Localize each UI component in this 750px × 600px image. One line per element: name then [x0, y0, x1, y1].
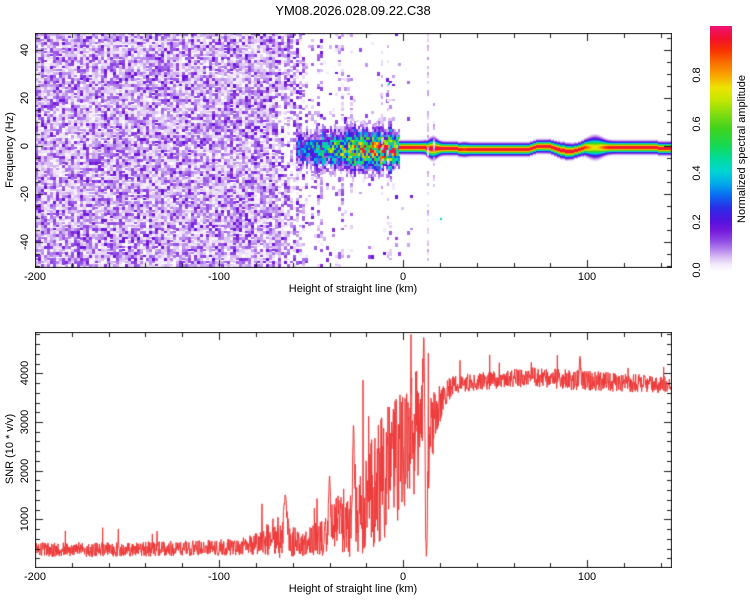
snr-xtick-label: -200	[23, 571, 47, 583]
snr-ytick-label: 3000	[19, 409, 31, 435]
colorbar-tick-label: 0.2	[691, 214, 703, 230]
snr-x-axis-label: Height of straight line (km)	[288, 583, 418, 595]
snr-canvas	[35, 332, 672, 568]
spectrogram-xtick-label: 0	[399, 271, 407, 283]
spectrogram-ytick-label: 0	[19, 142, 31, 150]
spectrogram-y-axis-label: Frequency (Hz)	[4, 112, 16, 188]
colorbar-tick-label: 0.4	[691, 165, 703, 181]
spectrogram-canvas	[35, 33, 672, 268]
snr-ytick-label: 4000	[19, 360, 31, 386]
snr-ytick-label: 2000	[19, 458, 31, 484]
colorbar-axis-label: Normalized spectral amplitude	[736, 75, 748, 223]
snr-y-axis-label: SNR (10 * v/v)	[4, 413, 16, 485]
colorbar-tick-label: 0.0	[691, 262, 703, 278]
spectrogram-ytick-label: 40	[19, 43, 31, 57]
colorbar-tick-label: 0.6	[691, 116, 703, 132]
figure-title: YM08.2026.028.09.22.C38	[275, 3, 431, 18]
snr-xtick-label: 100	[577, 571, 597, 583]
spectrogram-ytick-label: -20	[19, 186, 31, 202]
spectrogram-ytick-label: -40	[19, 234, 31, 250]
snr-xtick-label: -100	[207, 571, 231, 583]
spectrogram-xtick-label: -200	[23, 271, 47, 283]
spectrogram-x-axis-label: Height of straight line (km)	[288, 283, 418, 295]
colorbar-gradient	[710, 26, 732, 272]
colorbar-tick-label: 0.8	[691, 67, 703, 83]
spectrogram-xtick-label: -100	[207, 271, 231, 283]
spectrogram-xtick-label: 100	[577, 271, 597, 283]
spectrogram-ytick-label: 20	[19, 91, 31, 105]
snr-ytick-label: 1000	[19, 506, 31, 532]
snr-xtick-label: 0	[399, 571, 407, 583]
